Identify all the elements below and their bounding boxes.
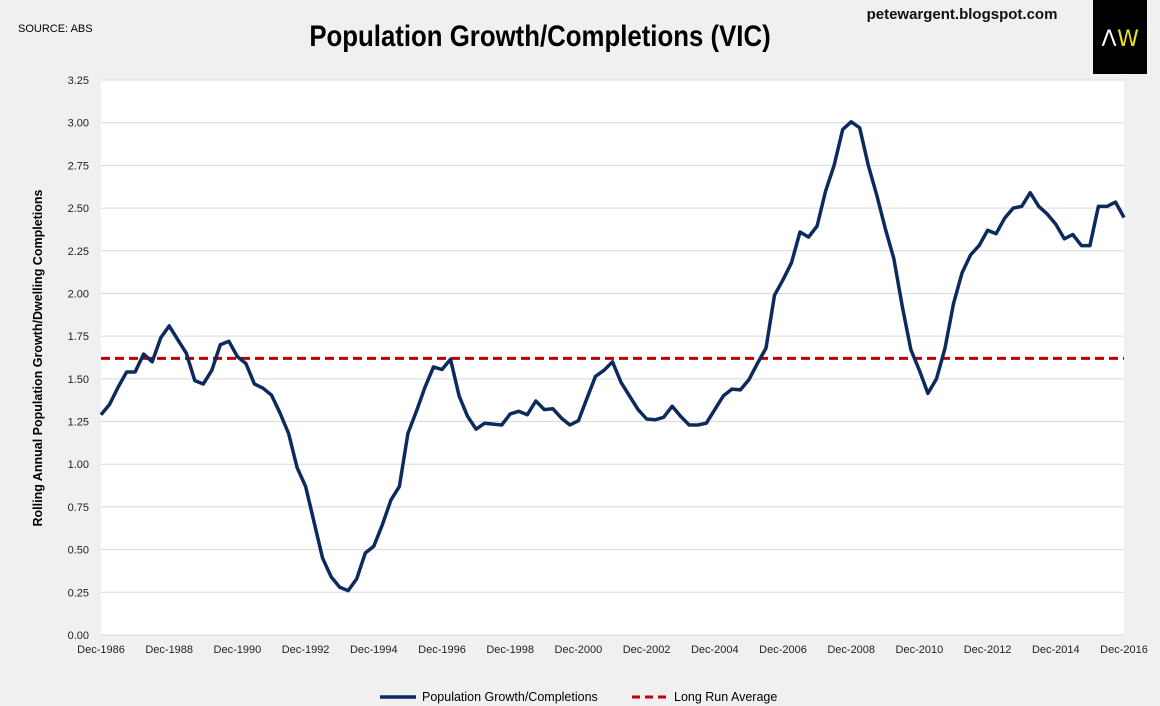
x-tick-label: Dec-2006 (759, 644, 807, 656)
y-tick-label: 2.25 (68, 246, 89, 258)
logo-letter-a: Λ (1101, 27, 1116, 52)
y-axis-label: Rolling Annual Population Growth/Dwellin… (31, 189, 45, 526)
y-tick-label: 1.50 (68, 374, 89, 386)
x-tick-label: Dec-2002 (623, 644, 671, 656)
x-tick-label: Dec-2008 (827, 644, 875, 656)
y-tick-label: 0.75 (68, 502, 89, 514)
y-tick-label: 3.00 (68, 118, 89, 130)
x-tick-label: Dec-1998 (486, 644, 534, 656)
y-tick-label: 2.75 (68, 160, 89, 172)
x-tick-label: Dec-2012 (964, 644, 1012, 656)
x-tick-label: Dec-1992 (282, 644, 330, 656)
gridlines (101, 79, 1124, 636)
y-tick-label: 2.00 (68, 288, 89, 300)
x-tick-label: Dec-2010 (896, 644, 944, 656)
site-url: petewargent.blogspot.com (867, 6, 1058, 23)
y-tick-label: 3.25 (68, 75, 89, 87)
legend-label-population: Population Growth/Completions (422, 690, 598, 704)
y-tick-label: 1.75 (68, 331, 89, 343)
x-tick-label: Dec-1986 (77, 644, 125, 656)
y-tick-label: 2.50 (68, 203, 89, 215)
x-tick-label: Dec-2016 (1100, 644, 1148, 656)
x-axis-ticks: Dec-1986 Dec-1988 Dec-1990 Dec-1992 Dec-1994… (77, 644, 1148, 656)
x-tick-label: Dec-1996 (418, 644, 466, 656)
logo-background (1093, 0, 1147, 74)
chart-title: Population Growth/Completions (VIC) (309, 19, 770, 52)
x-tick-label: Dec-1990 (214, 644, 262, 656)
logo: Λ W (1093, 0, 1147, 74)
legend: Population Growth/Completions Long Run A… (380, 690, 777, 704)
x-tick-label: Dec-1994 (350, 644, 398, 656)
y-tick-label: 1.00 (68, 459, 89, 471)
y-tick-label: 0.25 (68, 587, 89, 599)
y-tick-label: 0.00 (68, 630, 89, 642)
legend-label-average: Long Run Average (674, 690, 777, 704)
x-tick-label: Dec-2004 (691, 644, 739, 656)
source-label: SOURCE: ABS (18, 23, 93, 35)
data-points (100, 121, 1125, 591)
logo-letter-w: W (1117, 27, 1139, 52)
x-tick-label: Dec-1988 (145, 644, 193, 656)
x-tick-label: Dec-2014 (1032, 644, 1080, 656)
y-axis-ticks: 0.00 0.25 0.50 0.75 1.00 1.25 1.50 1.75 2.00 2.25… (68, 75, 89, 642)
x-tick-label: Dec-2000 (555, 644, 603, 656)
y-tick-label: 1.25 (68, 417, 89, 429)
y-tick-label: 0.50 (68, 545, 89, 557)
